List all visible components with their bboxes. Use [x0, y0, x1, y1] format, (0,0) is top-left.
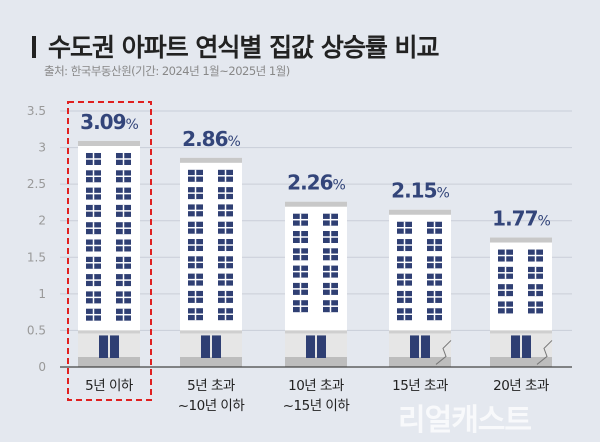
category-label: 10년 초과 — [288, 378, 344, 394]
category-label: ~15년 이하 — [283, 398, 351, 414]
percent-sign: % — [437, 186, 450, 202]
building-roof — [180, 157, 242, 163]
category-label: 20년 초과 — [493, 378, 549, 394]
building-ledge — [78, 330, 140, 334]
value-label: 1.77% — [492, 207, 550, 231]
percent-sign: % — [538, 214, 551, 230]
y-tick-label: 0.5 — [27, 323, 46, 337]
entrance-door — [99, 335, 108, 358]
percent-sign: % — [228, 134, 241, 150]
crack-mark — [536, 340, 553, 365]
building-base — [490, 357, 552, 367]
chart-title: 수도권 아파트 연식별 집값 상승률 비교 — [32, 28, 440, 64]
entrance-door — [511, 335, 520, 358]
category-label: ~10년 이하 — [178, 398, 246, 414]
entrance-door — [110, 335, 119, 358]
building-roof — [389, 209, 451, 215]
building-bar — [78, 140, 140, 367]
y-tick-label: 2 — [38, 214, 46, 228]
title-text: 수도권 아파트 연식별 집값 상승률 비교 — [48, 33, 440, 62]
watermark-logo: 리얼캐스트 — [398, 403, 532, 438]
percent-sign: % — [126, 117, 139, 133]
building-ledge — [285, 330, 347, 334]
y-tick-label: 3 — [38, 141, 46, 155]
building-bar — [490, 237, 553, 367]
y-tick-label: 2.5 — [27, 177, 46, 191]
highlight-box — [67, 101, 152, 401]
building-bar — [389, 209, 452, 367]
value-label: 2.26% — [287, 171, 345, 195]
y-tick-label: 1 — [38, 287, 46, 301]
building-ledge — [180, 330, 242, 334]
entrance-door — [201, 335, 210, 358]
building-roof — [490, 237, 552, 243]
building-ledge — [490, 330, 552, 334]
building-ledge — [389, 330, 451, 334]
entrance-door — [522, 335, 531, 358]
crack-mark — [435, 340, 452, 365]
building-bar — [180, 157, 242, 367]
value-label: 2.86% — [182, 127, 240, 151]
building-base — [389, 357, 451, 367]
entrance-door — [421, 335, 430, 358]
building-roof — [78, 140, 140, 146]
y-tick-label: 1.5 — [27, 250, 46, 264]
building-base — [180, 357, 242, 367]
entrance-door — [212, 335, 221, 358]
building-roof — [285, 201, 347, 207]
value-label: 3.09% — [80, 110, 138, 134]
entrance-door — [410, 335, 419, 358]
category-label: 5년 이하 — [85, 378, 134, 394]
title-bar-mark — [32, 36, 36, 58]
building-base — [285, 357, 347, 367]
value-label: 2.15% — [391, 179, 449, 203]
y-tick-label: 0 — [38, 360, 46, 374]
category-label: 15년 초과 — [392, 378, 448, 394]
category-label: 5년 초과 — [187, 378, 235, 394]
building-base — [78, 357, 140, 367]
entrance-door — [306, 335, 315, 358]
percent-sign: % — [333, 178, 346, 194]
y-tick-label: 3.5 — [27, 104, 46, 118]
building-bar — [285, 201, 347, 367]
source-note: 출처: 한국부동산원(기간: 2024년 1월~2025년 1월) — [44, 64, 290, 78]
entrance-door — [317, 335, 326, 358]
